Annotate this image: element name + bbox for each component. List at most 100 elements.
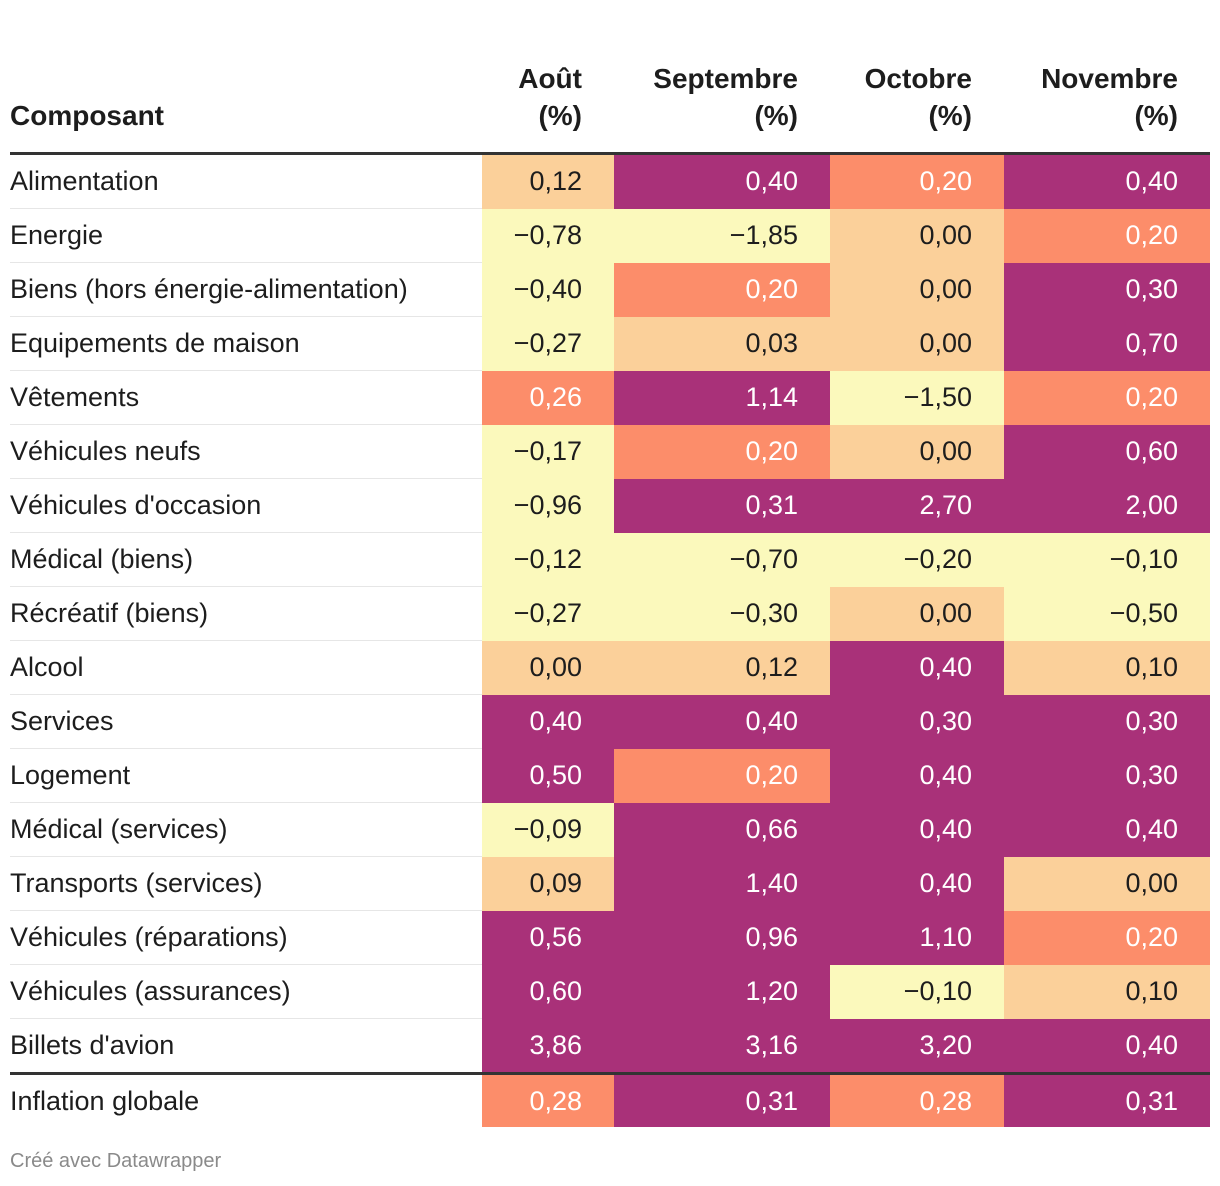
value-cell: 0,20 xyxy=(830,153,1004,209)
credit-footer: Créé avec Datawrapper xyxy=(10,1150,222,1172)
value-cell: −1,85 xyxy=(614,208,830,263)
row-label: Inflation globale xyxy=(10,1072,482,1127)
value-cell: −0,78 xyxy=(482,208,614,263)
total-row: Inflation globale 0,28 0,31 0,28 0,31 xyxy=(10,1072,1210,1127)
value-cell: 0,40 xyxy=(830,748,1004,803)
value-cell: 0,20 xyxy=(1004,370,1210,425)
value-cell: −0,09 xyxy=(482,802,614,857)
table-row: Biens (hors énergie-alimentation) −0,40 0,… xyxy=(10,262,1210,317)
value-cell: −0,70 xyxy=(614,532,830,587)
value-cell: 0,09 xyxy=(482,856,614,911)
row-label: Véhicules (assurances) xyxy=(10,964,482,1019)
value-cell: 1,20 xyxy=(614,964,830,1019)
value-cell: 0,40 xyxy=(1004,153,1210,209)
value-cell: 0,40 xyxy=(614,694,830,749)
value-cell: 0,00 xyxy=(830,316,1004,371)
header-unit: (%) xyxy=(538,100,582,131)
value-cell: 0,20 xyxy=(614,424,830,479)
value-cell: 0,20 xyxy=(1004,208,1210,263)
table-body: Alimentation 0,12 0,40 0,20 0,40 Energie −0,78… xyxy=(10,153,1210,1127)
header-unit: (%) xyxy=(754,100,798,131)
header-month: Novembre xyxy=(1041,63,1178,94)
value-cell: 0,00 xyxy=(830,424,1004,479)
value-cell: −0,96 xyxy=(482,478,614,533)
table-row: Energie −0,78 −1,85 0,00 0,20 xyxy=(10,208,1210,263)
value-cell: −0,50 xyxy=(1004,586,1210,641)
header-month: Octobre xyxy=(864,63,972,94)
value-cell: 0,50 xyxy=(482,748,614,803)
value-cell: 0,28 xyxy=(482,1072,614,1127)
value-cell: 0,20 xyxy=(614,748,830,803)
value-cell: 0,00 xyxy=(830,208,1004,263)
row-label: Logement xyxy=(10,748,482,803)
header-month: Septembre xyxy=(653,63,798,94)
header-septembre[interactable]: Septembre (%) xyxy=(614,0,830,155)
header-unit: (%) xyxy=(928,100,972,131)
value-cell: 0,56 xyxy=(482,910,614,965)
value-cell: 0,26 xyxy=(482,370,614,425)
row-label: Récréatif (biens) xyxy=(10,586,482,641)
value-cell: 0,40 xyxy=(830,802,1004,857)
table-row: Récréatif (biens) −0,27 −0,30 0,00 −0,50 xyxy=(10,586,1210,641)
value-cell: −0,27 xyxy=(482,316,614,371)
table-row: Alcool 0,00 0,12 0,40 0,10 xyxy=(10,640,1210,695)
value-cell: −0,10 xyxy=(1004,532,1210,587)
value-cell: −0,27 xyxy=(482,586,614,641)
value-cell: 0,40 xyxy=(614,153,830,209)
value-cell: −0,12 xyxy=(482,532,614,587)
value-cell: 0,12 xyxy=(614,640,830,695)
row-label: Billets d'avion xyxy=(10,1018,482,1074)
value-cell: −0,17 xyxy=(482,424,614,479)
value-cell: 0,28 xyxy=(830,1072,1004,1127)
table-row: Billets d'avion 3,86 3,16 3,20 0,40 xyxy=(10,1018,1210,1074)
value-cell: 3,20 xyxy=(830,1018,1004,1074)
value-cell: −0,10 xyxy=(830,964,1004,1019)
value-cell: 0,70 xyxy=(1004,316,1210,371)
value-cell: 0,30 xyxy=(1004,262,1210,317)
header-octobre[interactable]: Octobre (%) xyxy=(830,0,1004,155)
value-cell: 0,00 xyxy=(830,586,1004,641)
value-cell: 1,14 xyxy=(614,370,830,425)
header-aout[interactable]: Août (%) xyxy=(482,0,614,155)
value-cell: 0,30 xyxy=(830,694,1004,749)
value-cell: 0,60 xyxy=(482,964,614,1019)
table-row: Véhicules d'occasion −0,96 0,31 2,70 2,00 xyxy=(10,478,1210,533)
value-cell: 0,03 xyxy=(614,316,830,371)
row-label: Transports (services) xyxy=(10,856,482,911)
row-label: Alcool xyxy=(10,640,482,695)
header-composant[interactable]: Composant xyxy=(10,0,482,155)
row-label: Médical (services) xyxy=(10,802,482,857)
value-cell: −0,30 xyxy=(614,586,830,641)
value-cell: 0,40 xyxy=(830,640,1004,695)
table-row: Véhicules neufs −0,17 0,20 0,00 0,60 xyxy=(10,424,1210,479)
value-cell: 0,96 xyxy=(614,910,830,965)
row-label: Véhicules (réparations) xyxy=(10,910,482,965)
table-row: Vêtements 0,26 1,14 −1,50 0,20 xyxy=(10,370,1210,425)
value-cell: 0,30 xyxy=(1004,694,1210,749)
value-cell: 0,40 xyxy=(1004,1018,1210,1074)
table-row: Véhicules (assurances) 0,60 1,20 −0,10 0,10 xyxy=(10,964,1210,1019)
table-row: Médical (services) −0,09 0,66 0,40 0,40 xyxy=(10,802,1210,857)
value-cell: −0,40 xyxy=(482,262,614,317)
table-row: Transports (services) 0,09 1,40 0,40 0,00 xyxy=(10,856,1210,911)
row-label: Biens (hors énergie-alimentation) xyxy=(10,262,482,317)
value-cell: 3,16 xyxy=(614,1018,830,1074)
value-cell: 0,00 xyxy=(830,262,1004,317)
table-row: Médical (biens) −0,12 −0,70 −0,20 −0,10 xyxy=(10,532,1210,587)
value-cell: 0,40 xyxy=(1004,802,1210,857)
header-novembre[interactable]: Novembre (%) xyxy=(1004,0,1210,155)
row-label: Véhicules d'occasion xyxy=(10,478,482,533)
inflation-table: Composant Août (%) Septembre (%) Octobre (%… xyxy=(10,0,1210,1127)
value-cell: 0,10 xyxy=(1004,640,1210,695)
value-cell: −1,50 xyxy=(830,370,1004,425)
value-cell: 0,12 xyxy=(482,153,614,209)
table-row: Alimentation 0,12 0,40 0,20 0,40 xyxy=(10,153,1210,209)
row-label: Vêtements xyxy=(10,370,482,425)
value-cell: 0,40 xyxy=(482,694,614,749)
row-label: Médical (biens) xyxy=(10,532,482,587)
table-row: Logement 0,50 0,20 0,40 0,30 xyxy=(10,748,1210,803)
row-label: Véhicules neufs xyxy=(10,424,482,479)
value-cell: 0,10 xyxy=(1004,964,1210,1019)
value-cell: 0,00 xyxy=(1004,856,1210,911)
value-cell: 0,20 xyxy=(614,262,830,317)
